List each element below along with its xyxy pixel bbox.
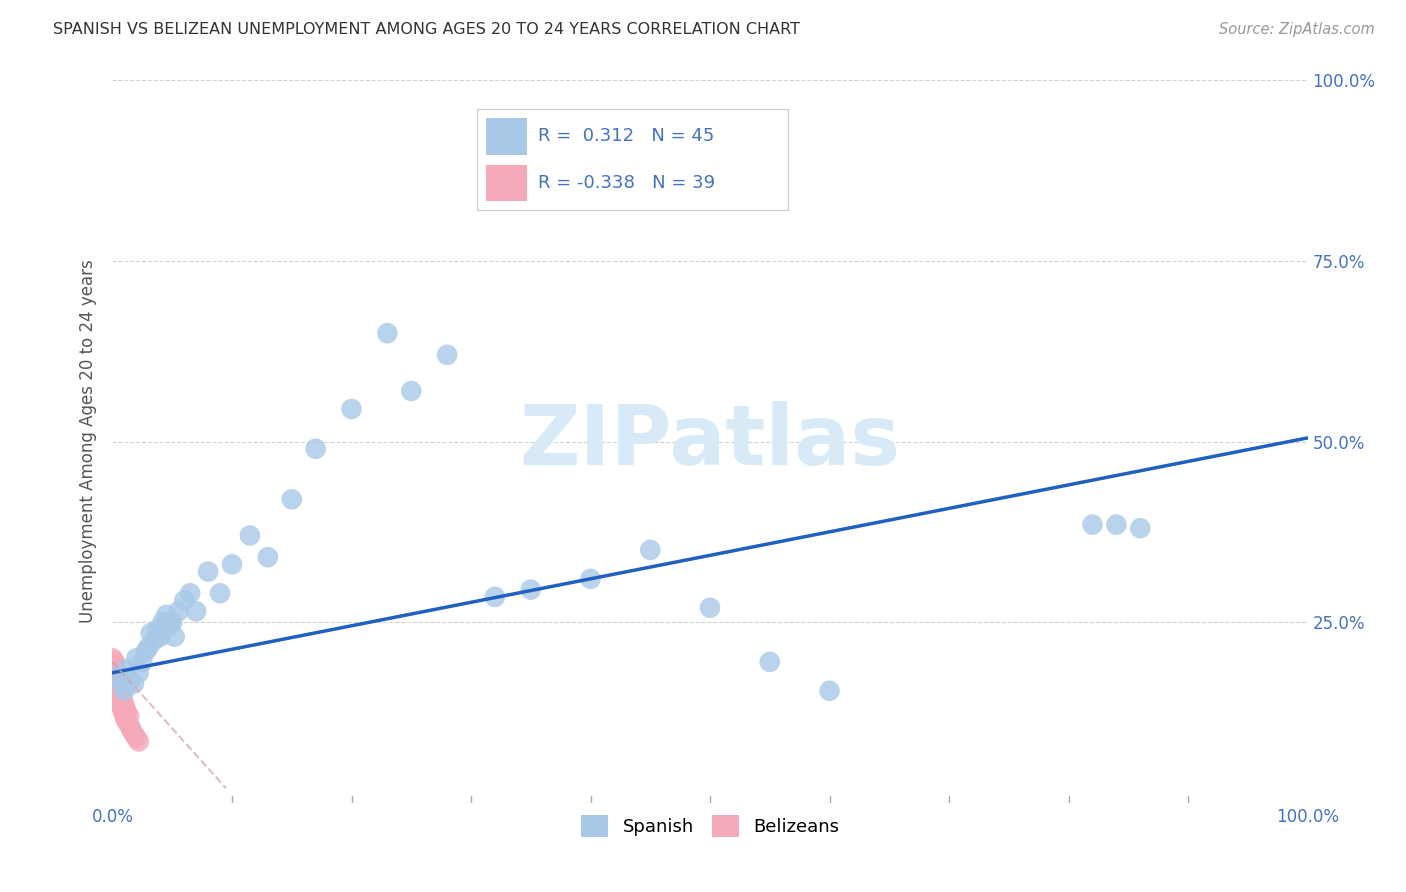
Point — [103, 658, 125, 673]
Point — [146, 623, 169, 637]
Point — [128, 734, 150, 748]
Point — [111, 691, 134, 706]
Point — [125, 731, 148, 745]
Point — [108, 683, 131, 698]
Point — [105, 665, 128, 680]
Point — [759, 655, 782, 669]
Point — [105, 673, 128, 687]
Point — [101, 651, 124, 665]
Point — [186, 604, 208, 618]
Point — [120, 720, 142, 734]
Point — [131, 655, 153, 669]
Point — [640, 542, 662, 557]
Point — [103, 669, 125, 683]
Point — [107, 680, 129, 694]
Point — [138, 640, 160, 655]
Point — [115, 706, 138, 720]
Point — [221, 558, 243, 572]
Point — [122, 676, 145, 690]
Point — [115, 662, 138, 676]
Point — [114, 698, 135, 713]
Point — [114, 702, 136, 716]
Point — [104, 655, 127, 669]
Point — [149, 630, 172, 644]
Text: ZIPatlas: ZIPatlas — [520, 401, 900, 482]
Point — [107, 673, 129, 687]
Point — [239, 528, 262, 542]
Point — [139, 626, 162, 640]
Point — [107, 691, 129, 706]
Point — [209, 586, 232, 600]
Point — [162, 615, 183, 630]
Point — [110, 698, 132, 713]
Point — [103, 680, 125, 694]
Point — [120, 673, 142, 687]
Point — [125, 651, 148, 665]
Point — [108, 695, 131, 709]
Point — [105, 662, 128, 676]
Point — [579, 572, 602, 586]
Point — [520, 582, 543, 597]
Point — [1081, 517, 1104, 532]
Point — [114, 683, 135, 698]
Point — [105, 676, 128, 690]
Point — [117, 716, 139, 731]
Point — [122, 727, 145, 741]
Point — [135, 644, 157, 658]
Point — [105, 683, 128, 698]
Y-axis label: Unemployment Among Ages 20 to 24 years: Unemployment Among Ages 20 to 24 years — [79, 260, 97, 624]
Point — [105, 669, 128, 683]
Point — [143, 633, 166, 648]
Point — [257, 550, 280, 565]
Point — [121, 723, 143, 738]
Point — [340, 402, 363, 417]
Point — [105, 687, 128, 701]
Point — [281, 492, 304, 507]
Point — [104, 669, 127, 683]
Point — [155, 607, 177, 622]
Point — [128, 665, 150, 680]
Point — [163, 630, 186, 644]
Point — [114, 709, 135, 723]
Point — [197, 565, 219, 579]
Point — [152, 615, 174, 630]
Point — [173, 593, 195, 607]
Point — [484, 590, 506, 604]
Point — [111, 676, 134, 690]
Point — [167, 604, 190, 618]
Point — [112, 695, 135, 709]
Point — [108, 676, 131, 690]
Point — [1129, 521, 1152, 535]
Point — [377, 326, 399, 340]
Point — [1105, 517, 1128, 532]
Point — [107, 669, 129, 683]
Point — [159, 619, 181, 633]
Point — [179, 586, 201, 600]
Point — [111, 702, 134, 716]
Point — [110, 687, 132, 701]
Legend: Spanish, Belizeans: Spanish, Belizeans — [574, 808, 846, 845]
Point — [118, 709, 141, 723]
Point — [101, 662, 124, 676]
Point — [699, 600, 721, 615]
Point — [401, 384, 423, 398]
Text: Source: ZipAtlas.com: Source: ZipAtlas.com — [1219, 22, 1375, 37]
Point — [104, 676, 127, 690]
Point — [305, 442, 328, 456]
Point — [436, 348, 458, 362]
Point — [114, 713, 136, 727]
Text: SPANISH VS BELIZEAN UNEMPLOYMENT AMONG AGES 20 TO 24 YEARS CORRELATION CHART: SPANISH VS BELIZEAN UNEMPLOYMENT AMONG A… — [53, 22, 800, 37]
Point — [112, 706, 135, 720]
Point — [818, 683, 841, 698]
